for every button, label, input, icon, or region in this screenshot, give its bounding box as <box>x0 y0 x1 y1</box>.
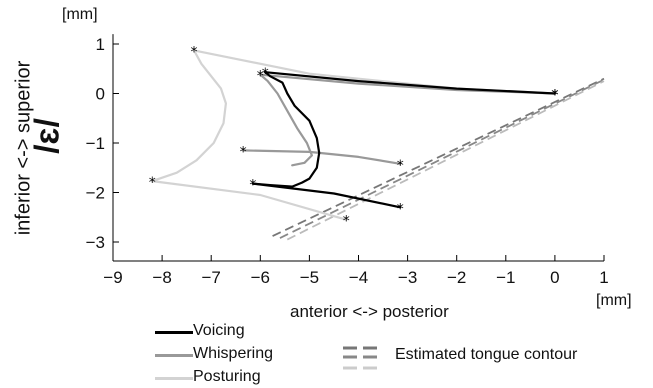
x-tick-label: 1 <box>599 268 608 287</box>
axes: 1 0 −1 −2 −3 −9 −8 −7 −6 −5 −4 −3 −2 −1 0 1 <box>86 34 609 287</box>
marker-whispering: * <box>257 69 264 85</box>
y-tick-label: 0 <box>96 85 105 104</box>
tongue-contour-line <box>286 80 605 241</box>
legend-swatch-voicing <box>155 331 193 334</box>
legend-swatch-contour <box>343 346 379 370</box>
x-tick-label: −8 <box>152 268 171 287</box>
x-tick-label: −2 <box>447 268 466 287</box>
series-voicing-upper-path <box>264 71 556 95</box>
series-whispering-tongue-body <box>259 73 313 167</box>
series-voicing-tongue-body <box>251 71 321 188</box>
x-tick-label: −3 <box>398 268 417 287</box>
marker-whispering: * <box>240 144 247 160</box>
vowel-label: /ɛ/ <box>28 118 67 154</box>
x-tick-label: −9 <box>103 268 122 287</box>
legend-label-contour: Estimated tongue contour <box>395 346 578 363</box>
x-axis-label: anterior <-> posterior <box>290 302 449 321</box>
tongue-contour-line <box>279 78 605 239</box>
marker-posturing: * <box>343 214 350 230</box>
marker-whispering: * <box>551 88 558 104</box>
x-unit-label: [mm] <box>596 292 632 309</box>
tongue-contour-line <box>272 77 605 237</box>
y-unit-label: [mm] <box>62 6 98 23</box>
series-posturing-lower-path <box>151 180 348 221</box>
series-layer <box>151 49 556 221</box>
legend-swatch-whispering <box>155 354 193 357</box>
x-tick-label: −5 <box>300 268 319 287</box>
legend-label-posturing: Posturing <box>193 368 261 385</box>
marker-posturing: * <box>551 88 558 104</box>
series-whispering-lower-path <box>242 149 402 165</box>
series-voicing-lower-path <box>251 182 402 209</box>
series-posturing-tongue-body <box>151 49 227 183</box>
legend-swatch-posturing <box>155 377 193 380</box>
y-tick-label: −3 <box>86 233 105 252</box>
marker-layer: ************ <box>149 44 559 229</box>
x-tick-label: −7 <box>202 268 221 287</box>
y-tick-label: −1 <box>86 134 105 153</box>
x-tick-label: −1 <box>496 268 515 287</box>
marker-whispering: * <box>397 158 404 174</box>
x-tick-label: −4 <box>349 268 368 287</box>
y-tick-label: 1 <box>96 35 105 54</box>
series-posturing-upper-path <box>192 49 556 95</box>
marker-voicing: * <box>249 178 256 194</box>
marker-voicing: * <box>262 66 269 82</box>
marker-posturing: * <box>191 44 198 60</box>
legend-label-voicing: Voicing <box>193 322 245 339</box>
legend-label-whispering: Whispering <box>193 345 274 362</box>
x-tick-label: −6 <box>251 268 270 287</box>
marker-voicing: * <box>397 201 404 217</box>
y-tick-label: −2 <box>86 184 105 203</box>
marker-posturing: * <box>149 175 156 191</box>
marker-voicing: * <box>551 88 558 104</box>
x-tick-label: 0 <box>550 268 559 287</box>
tongue-contour-layer <box>272 77 605 241</box>
